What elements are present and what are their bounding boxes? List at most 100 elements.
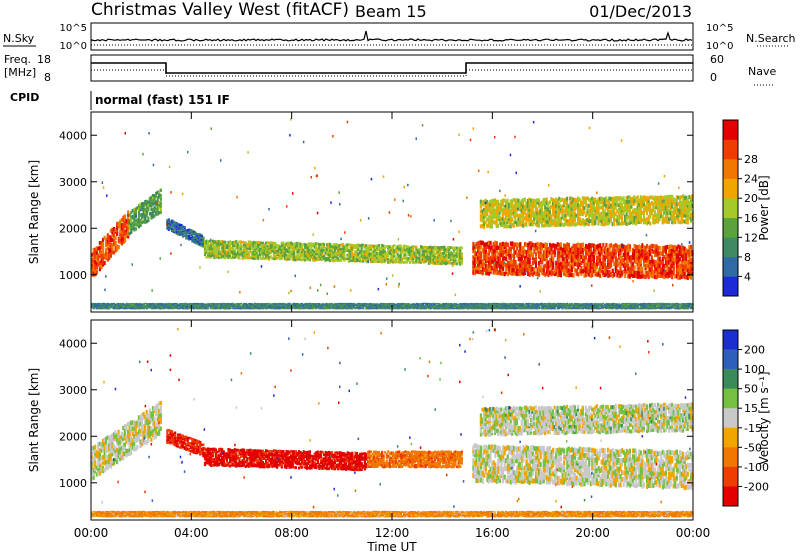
power-cell <box>600 196 603 201</box>
power-cell <box>341 248 344 252</box>
power-cell <box>566 242 569 247</box>
power-cell <box>122 307 125 310</box>
power-cell <box>498 256 502 261</box>
power-cell <box>503 256 506 261</box>
power-cell <box>660 210 663 215</box>
power-cell <box>445 254 448 257</box>
power-cell <box>516 246 519 251</box>
power-cell <box>613 197 616 201</box>
power-cell <box>252 242 255 246</box>
power-cell <box>441 252 445 255</box>
power-cell <box>376 252 379 255</box>
power-cell <box>575 268 578 274</box>
power-cell <box>277 244 280 247</box>
power-cell <box>591 262 594 268</box>
power-cell <box>445 251 448 255</box>
power-cell <box>547 260 550 265</box>
power-cell <box>668 252 671 257</box>
power-cell <box>649 214 652 219</box>
power-cell <box>527 263 530 268</box>
power-cell <box>558 210 561 215</box>
power-cell <box>495 214 498 219</box>
power-cell <box>106 308 109 310</box>
power-cell <box>505 246 508 251</box>
power-cell <box>492 256 495 261</box>
power-cell <box>664 201 667 206</box>
power-cell <box>480 263 483 268</box>
power-cell <box>594 212 597 217</box>
power-cell <box>678 210 682 215</box>
power-cell <box>169 221 172 224</box>
power-cell <box>440 259 443 263</box>
power-cell <box>380 252 383 256</box>
power-cell <box>580 211 583 216</box>
power-cell <box>688 255 691 260</box>
power-cell <box>627 263 630 268</box>
power-cell <box>180 226 183 229</box>
power-cell <box>227 240 230 244</box>
power-cell <box>599 254 602 259</box>
power-cell <box>498 242 502 247</box>
power-cell <box>611 258 614 263</box>
power-cell <box>611 212 614 217</box>
power-cell <box>105 237 108 242</box>
power-cell <box>321 257 324 260</box>
power-cell <box>669 267 672 273</box>
power-cell <box>556 206 559 211</box>
power-cell <box>669 253 672 258</box>
power-cell <box>376 254 379 258</box>
power-cell <box>591 251 594 257</box>
power-cell <box>639 249 642 254</box>
power-cell <box>533 249 536 254</box>
power-cell <box>597 203 600 207</box>
power-cell <box>577 208 580 213</box>
power-cell <box>280 241 283 245</box>
power-cell <box>271 245 274 249</box>
power-cell <box>636 274 639 279</box>
power-cell <box>477 269 480 274</box>
power-cell <box>544 223 547 228</box>
power-cell <box>117 303 120 305</box>
power-cell <box>686 220 689 225</box>
power-cell <box>363 250 366 253</box>
power-cell <box>636 252 639 257</box>
power-cell <box>478 256 481 261</box>
power-cell <box>354 246 357 250</box>
power-cell <box>678 257 682 262</box>
power-cell <box>517 256 520 262</box>
power-cell <box>486 212 489 217</box>
power-cell <box>569 250 572 255</box>
power-cell <box>661 262 664 267</box>
power-cell <box>613 209 616 214</box>
power-cell <box>653 252 657 257</box>
power-cell <box>418 249 421 253</box>
power-cell <box>280 246 283 249</box>
power-cell <box>390 258 393 262</box>
power-cell <box>495 199 498 204</box>
power-cell <box>369 246 373 250</box>
power-cell <box>523 205 526 209</box>
power-cell <box>380 254 383 258</box>
power-cell <box>547 264 550 269</box>
power-cell <box>562 213 566 218</box>
power-cell <box>511 211 514 216</box>
power-cell <box>151 207 155 212</box>
power-cell <box>583 222 586 227</box>
power-cell <box>191 230 194 233</box>
power-cell <box>522 260 525 265</box>
power-cell <box>490 218 493 223</box>
power-cell <box>426 255 429 259</box>
power-cell <box>119 307 122 310</box>
power-cell <box>120 235 123 240</box>
power-cell <box>595 209 598 214</box>
power-cell <box>385 244 388 248</box>
power-cell <box>112 239 116 243</box>
power-cell <box>396 260 399 264</box>
power-cell <box>420 260 423 264</box>
power-cell <box>244 248 247 252</box>
power-cell <box>534 213 537 217</box>
power-cell <box>155 202 158 207</box>
power-cell <box>523 249 527 254</box>
power-cell <box>230 250 233 253</box>
power-cell <box>683 259 686 265</box>
